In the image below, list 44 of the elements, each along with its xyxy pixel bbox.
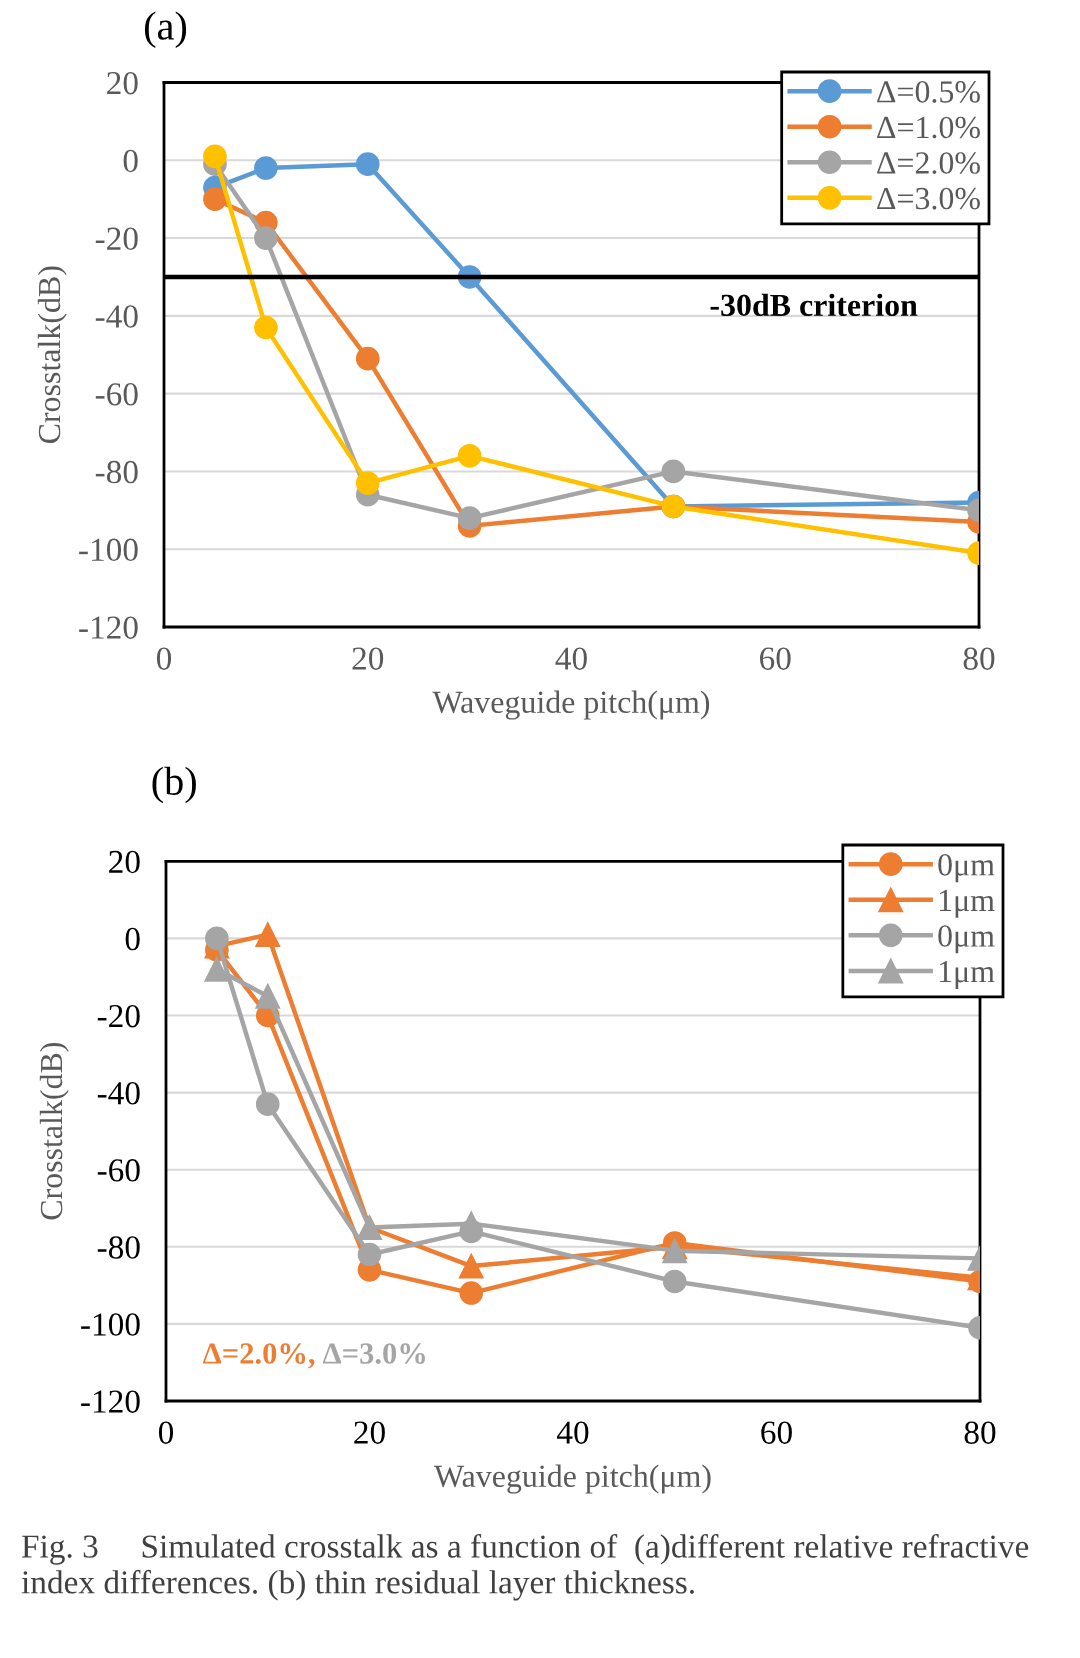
y-tick-label: 0 <box>123 149 138 173</box>
legend-label: Δ=2.0% <box>877 152 980 174</box>
x-tick-label: 0 <box>156 647 172 670</box>
annotation: Δ=3.0% <box>322 1343 425 1364</box>
y-tick-label: -60 <box>97 1159 140 1182</box>
legend-label: 0μm <box>938 925 995 954</box>
x-tick-label: 40 <box>555 647 587 670</box>
ref-line-label: -30dB criterion <box>710 293 918 317</box>
y-tick-label: -20 <box>95 227 138 250</box>
x-tick-label: 40 <box>556 1421 589 1444</box>
x-tick-label: 20 <box>354 1421 385 1444</box>
y-tick-label: -100 <box>79 538 138 562</box>
annotation: Δ=2.0%, <box>203 1343 315 1369</box>
y-tick-label: -120 <box>79 616 138 639</box>
y-tick-label: -120 <box>81 1390 140 1413</box>
x-tick-label: 80 <box>964 1421 996 1444</box>
y-tick-label: 20 <box>109 850 140 874</box>
legend-label: 0μm <box>938 854 995 883</box>
legend-label: 1μm <box>939 889 995 918</box>
caption: Fig. 3 Simulated crosstalk as a function of (a)different relative refractive index differences. (b) thin residual layer thickness. <box>21 1534 1029 1601</box>
legend-label: Δ=0.5% <box>877 81 980 103</box>
y-tick-label: -20 <box>97 1004 140 1028</box>
y-tick-label: -80 <box>95 460 138 484</box>
y-axis-title: Crosstalk(dB) <box>39 1042 69 1220</box>
y-axis-title: Crosstalk(dB) <box>37 266 67 444</box>
y-tick-label: 0 <box>125 927 140 951</box>
y-tick-label: -40 <box>97 1082 140 1105</box>
legend-label: 1μm <box>939 961 995 989</box>
x-tick-label: 60 <box>761 1421 792 1444</box>
y-tick-label: -80 <box>97 1236 140 1259</box>
x-tick-label: 60 <box>760 647 791 670</box>
chart-title: (b) <box>152 766 196 804</box>
y-tick-label: -40 <box>95 305 138 328</box>
x-axis-title: Waveguide pitch(μm) <box>432 690 710 720</box>
x-tick-label: 80 <box>963 647 995 670</box>
legend-label: Δ=1.0% <box>877 116 980 139</box>
x-axis-title: Waveguide pitch(μm) <box>434 1464 711 1494</box>
y-tick-label: 20 <box>107 71 138 95</box>
x-tick-label: 0 <box>158 1421 174 1444</box>
y-tick-label: -60 <box>95 383 138 406</box>
legend-label: Δ=3.0% <box>877 187 980 210</box>
y-tick-label: -100 <box>81 1313 140 1336</box>
x-tick-label: 20 <box>352 647 384 670</box>
chart-title: (a) <box>144 11 187 48</box>
